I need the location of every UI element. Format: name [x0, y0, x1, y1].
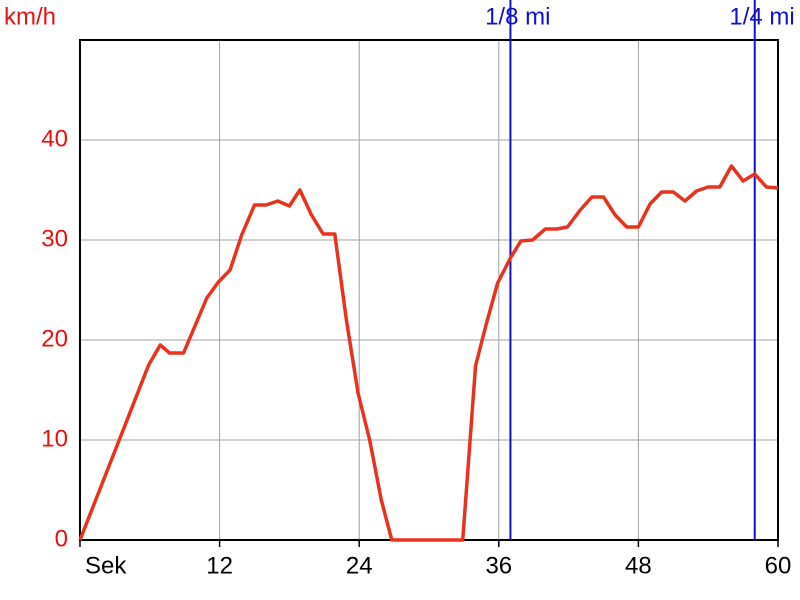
plot-frame — [79, 39, 779, 541]
distance-marker-label: 1/4 mi — [729, 3, 794, 30]
y-tick-label: 20 — [41, 325, 68, 352]
x-tick-label: Sek — [85, 552, 127, 579]
x-tick-label: 48 — [625, 552, 652, 579]
x-tick-label: 60 — [765, 552, 792, 579]
y-axis-title: km/h — [4, 3, 56, 30]
data-line — [78, 164, 779, 542]
x-tick-label: 36 — [485, 552, 512, 579]
y-tick-label: 40 — [41, 125, 68, 152]
x-tick-label: 24 — [346, 552, 373, 579]
y-tick-label: 30 — [41, 225, 68, 252]
distance-marker-label: 1/8 mi — [485, 3, 550, 30]
y-tick-label: 0 — [55, 525, 68, 552]
x-tick-label: 12 — [206, 552, 233, 579]
y-tick-label: 10 — [41, 425, 68, 452]
